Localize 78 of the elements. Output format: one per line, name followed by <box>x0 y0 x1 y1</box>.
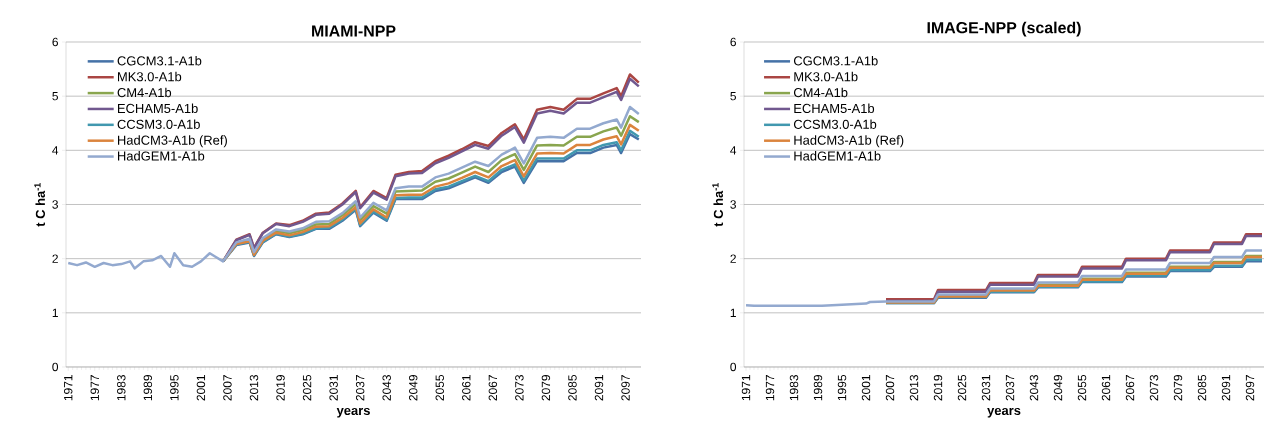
x-tick-label: 2025 <box>957 375 967 401</box>
x-tick-label: 1971 <box>64 375 73 401</box>
y-tick-label: 6 <box>730 37 736 47</box>
x-tick-label: 2007 <box>885 375 895 401</box>
x-tick-label: 2049 <box>1053 375 1063 401</box>
legend-label: MK3.0-A1b <box>794 71 858 82</box>
x-tick-label: 2013 <box>909 375 919 401</box>
x-tick-label: 2097 <box>1245 375 1255 401</box>
x-tick-label: 1971 <box>741 375 751 401</box>
legend-label: HadGEM1-A1b <box>118 151 205 161</box>
y-tick-label: 0 <box>52 362 59 372</box>
x-tick-label: 2019 <box>933 375 943 401</box>
x-tick-label: 2061 <box>462 375 471 401</box>
x-tick-label: 2067 <box>1125 375 1135 401</box>
x-tick-label: 1995 <box>837 375 847 401</box>
y-tick-label: 3 <box>730 200 736 209</box>
legend-label: HadCM3-A1b (Ref) <box>118 135 227 148</box>
y-tick-label: 6 <box>52 37 58 47</box>
y-tick-label: 5 <box>730 91 736 101</box>
y-tick-label: 2 <box>52 254 58 263</box>
y-tick-label: 0 <box>730 362 737 372</box>
y-axis-title: t C ha$^{-1}$ <box>34 182 45 227</box>
legend-label: CCSM3.0-A1b <box>117 119 200 129</box>
y-tick-label: 1 <box>52 308 58 317</box>
x-tick-label: 1977 <box>90 375 99 401</box>
legend-label: CGCM3.1-A1b <box>117 55 202 66</box>
x-tick-label: 2037 <box>1005 375 1015 401</box>
chart-title: IMAGE-NPP (scaled) <box>927 21 1081 37</box>
legend-label: HadGEM1-A1b <box>794 151 881 161</box>
legend-label: HadCM3-A1b (Ref) <box>794 135 904 148</box>
x-tick-label: 2013 <box>249 375 259 401</box>
x-axis-title: years <box>987 407 1021 418</box>
x-tick-label: 1983 <box>789 375 799 401</box>
legend-label: ECHAM5-A1b <box>118 103 198 114</box>
legend-label: CCSM3.0-A1b <box>793 119 877 129</box>
y-axis-title: t C ha$^{-1}$ <box>712 182 723 227</box>
x-tick-label: 1983 <box>117 375 126 401</box>
x-axis-title: years <box>336 407 370 418</box>
x-tick-label: 2031 <box>981 375 991 401</box>
x-tick-label: 2025 <box>302 375 312 401</box>
y-tick-label: 1 <box>730 308 736 317</box>
x-tick-label: 1989 <box>813 375 823 401</box>
x-tick-label: 2085 <box>568 375 577 401</box>
x-tick-label: 2037 <box>355 375 365 401</box>
y-tick-label: 4 <box>52 146 59 155</box>
x-tick-label: 2067 <box>488 375 498 401</box>
x-tick-label: 2055 <box>435 375 444 401</box>
legend-label: CM4-A1b <box>793 87 848 98</box>
x-tick-label: 2055 <box>1077 375 1087 401</box>
x-tick-label: 2097 <box>621 375 630 401</box>
x-tick-label: 2031 <box>329 375 338 401</box>
x-tick-label: 2091 <box>594 375 604 401</box>
x-tick-label: 1977 <box>765 375 775 401</box>
x-tick-label: 2085 <box>1197 375 1207 401</box>
legend-label: CGCM3.1-A1b <box>793 55 878 66</box>
x-tick-label: 2019 <box>276 375 285 401</box>
x-tick-label: 2079 <box>541 375 551 401</box>
x-tick-label: 2073 <box>1149 375 1159 401</box>
legend-label: ECHAM5-A1b <box>794 103 875 114</box>
x-tick-label: 1995 <box>170 375 179 401</box>
x-tick-label: 2049 <box>409 375 418 401</box>
x-tick-label: 2091 <box>1221 375 1231 401</box>
x-tick-label: 2001 <box>861 375 871 401</box>
x-tick-label: 2007 <box>223 375 232 401</box>
y-tick-label: 5 <box>52 91 58 101</box>
legend-label: MK3.0-A1b <box>118 71 182 82</box>
x-tick-label: 2001 <box>196 375 206 401</box>
x-tick-label: 2043 <box>1029 375 1039 401</box>
x-tick-label: 2043 <box>382 375 391 401</box>
y-tick-label: 3 <box>52 200 58 209</box>
y-tick-label: 4 <box>730 146 737 155</box>
x-tick-label: 2079 <box>1173 375 1183 401</box>
x-tick-label: 2061 <box>1101 375 1111 401</box>
chart-title: MIAMI-NPP <box>312 25 396 37</box>
x-tick-label: 1989 <box>143 375 153 401</box>
legend-label: CM4-A1b <box>117 87 172 98</box>
y-tick-label: 2 <box>730 254 736 263</box>
x-tick-label: 2073 <box>515 375 524 401</box>
